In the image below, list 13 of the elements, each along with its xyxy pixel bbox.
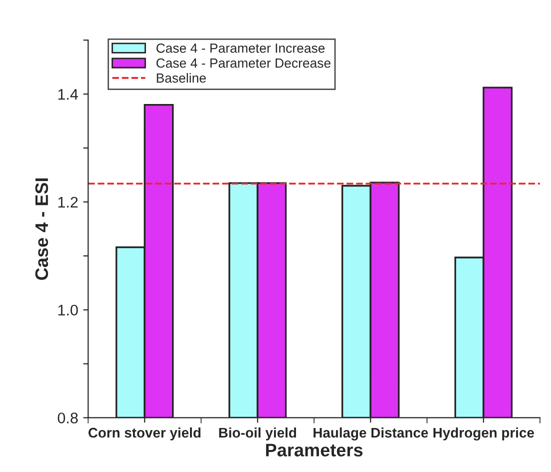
x-tick-label: Bio-oil yield — [219, 427, 296, 440]
y-axis-title: Case 4 - ESI — [35, 178, 48, 280]
x-axis-title: Parameters — [266, 444, 363, 456]
legend-label: Baseline — [156, 73, 206, 83]
y-tick-label: 1.0 — [58, 304, 78, 316]
y-tick-label: 1.4 — [58, 89, 78, 100]
legend-label: Case 4 - Parameter Decrease — [156, 58, 330, 68]
x-tick-label: Hydrogen price — [433, 427, 534, 440]
y-tick-label: 0.8 — [58, 412, 78, 424]
y-tick-label: 1.2 — [58, 196, 78, 208]
x-tick-label: Corn stover yield — [88, 427, 200, 440]
legend-label: Case 4 - Parameter Increase — [156, 43, 325, 53]
x-tick-label: Haulage Distance — [314, 427, 428, 440]
